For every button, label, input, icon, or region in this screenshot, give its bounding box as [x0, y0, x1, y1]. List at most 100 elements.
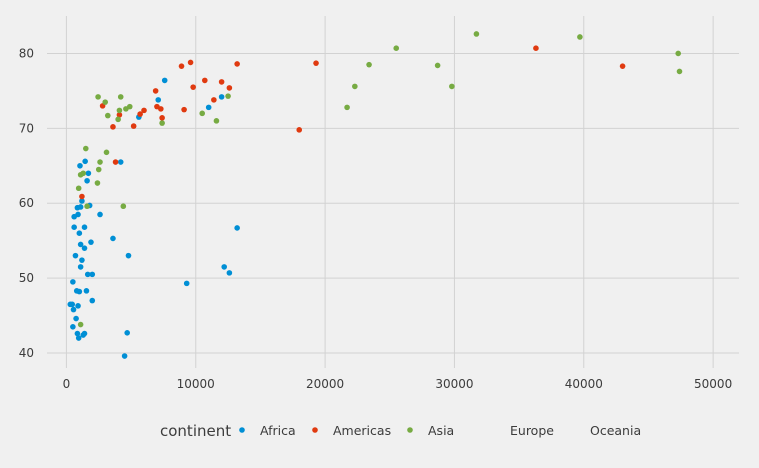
- legend: continent Africa Americas Asia Europe Oceani…: [160, 422, 641, 440]
- y-tick-label: 80: [19, 46, 34, 60]
- data-point: [74, 330, 81, 337]
- data-point: [202, 77, 208, 84]
- x-tick-label: 30000: [435, 377, 473, 391]
- data-point: [84, 177, 90, 184]
- data-point: [89, 271, 96, 278]
- data-point: [675, 50, 682, 57]
- data-point: [73, 315, 79, 322]
- data-point: [434, 62, 441, 69]
- series-asia: [75, 31, 683, 328]
- data-point: [313, 60, 319, 66]
- data-point: [77, 321, 84, 328]
- legend-label: Americas: [333, 423, 391, 438]
- data-point: [71, 224, 77, 230]
- data-point: [218, 94, 225, 100]
- data-point: [95, 166, 102, 173]
- y-tick-label: 60: [19, 196, 34, 210]
- legend-label: Asia: [428, 423, 454, 438]
- data-point: [234, 61, 240, 67]
- data-point: [393, 45, 400, 52]
- data-point: [159, 115, 165, 121]
- data-point: [75, 303, 81, 309]
- data-point: [95, 94, 101, 100]
- data-point: [76, 230, 83, 236]
- data-point: [218, 79, 225, 85]
- data-points: [67, 31, 683, 359]
- data-point: [72, 252, 79, 259]
- data-point: [104, 112, 111, 119]
- data-point: [473, 31, 480, 37]
- x-tick-label: 50000: [694, 377, 732, 391]
- data-point: [85, 170, 92, 177]
- data-point: [178, 63, 185, 69]
- data-point: [70, 279, 76, 285]
- legend-key: [312, 427, 318, 433]
- data-point: [120, 203, 127, 210]
- data-point: [225, 93, 231, 99]
- data-point: [75, 211, 81, 218]
- data-point: [155, 97, 162, 103]
- data-point: [81, 224, 88, 230]
- data-point: [110, 235, 116, 242]
- axis-tick-labels: 0 10000 20000 30000 40000 50000 40 50 60 70 80: [19, 46, 733, 391]
- legend-label: Europe: [510, 423, 554, 438]
- y-tick-label: 40: [19, 346, 34, 360]
- data-point: [449, 83, 455, 90]
- data-point: [81, 330, 88, 337]
- data-point: [161, 77, 168, 84]
- data-point: [159, 120, 165, 126]
- data-point: [115, 116, 121, 123]
- data-point: [577, 34, 583, 40]
- data-point: [88, 239, 94, 245]
- data-point: [103, 149, 110, 156]
- data-point: [102, 99, 109, 105]
- legend-key: [239, 427, 245, 433]
- data-point: [125, 252, 132, 259]
- data-point: [344, 104, 350, 111]
- data-point: [117, 94, 124, 100]
- grid-lines: [47, 16, 739, 368]
- data-point: [183, 280, 190, 287]
- data-point: [97, 159, 103, 165]
- data-point: [221, 264, 228, 270]
- legend-entry-americas: Americas: [312, 423, 391, 438]
- legend-entry-oceania: Oceania: [590, 423, 641, 438]
- series-africa: [67, 77, 240, 359]
- data-point: [141, 107, 147, 114]
- data-point: [81, 245, 88, 251]
- y-tick-label: 70: [19, 121, 34, 135]
- data-point: [116, 107, 123, 114]
- data-point: [137, 111, 143, 117]
- x-tick-label: 0: [63, 377, 71, 391]
- data-point: [234, 225, 240, 231]
- data-point: [97, 211, 103, 218]
- data-point: [152, 88, 159, 94]
- data-point: [84, 203, 90, 210]
- legend-entry-europe: Europe: [510, 423, 554, 438]
- data-point: [126, 103, 133, 110]
- data-point: [77, 204, 84, 210]
- data-point: [158, 106, 164, 112]
- data-point: [199, 110, 206, 117]
- data-point: [89, 297, 96, 304]
- data-point: [79, 257, 85, 263]
- data-point: [211, 97, 217, 103]
- x-tick-label: 20000: [306, 377, 344, 391]
- data-point: [124, 330, 130, 336]
- legend-key: [407, 427, 413, 433]
- data-point: [121, 353, 128, 359]
- data-point: [84, 271, 91, 278]
- data-point: [79, 193, 85, 200]
- data-point: [75, 185, 82, 192]
- data-point: [676, 68, 683, 75]
- data-point: [205, 104, 212, 111]
- legend-entry-asia: Asia: [407, 423, 454, 438]
- data-point: [296, 127, 303, 133]
- data-point: [83, 145, 89, 152]
- data-point: [130, 123, 137, 129]
- x-tick-label: 40000: [565, 377, 603, 391]
- data-point: [69, 301, 76, 308]
- data-point: [70, 306, 77, 313]
- data-point: [533, 45, 539, 52]
